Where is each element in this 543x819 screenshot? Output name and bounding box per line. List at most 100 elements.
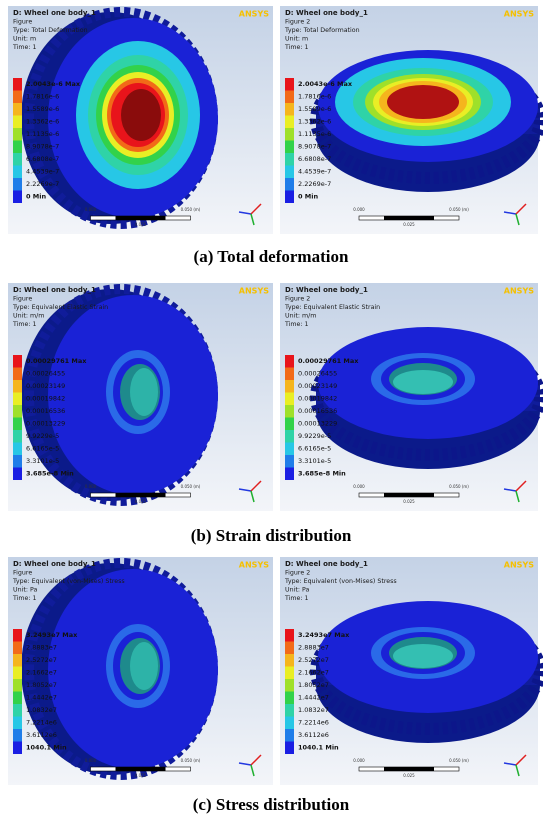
legend-label: 1.5589e-6: [26, 105, 59, 113]
header-line: Unit: Pa: [285, 587, 309, 594]
legend-swatch: [285, 717, 294, 730]
legend-label: 0.00019842: [26, 395, 65, 403]
legend-swatch: [13, 178, 22, 191]
scale-label: 0.050 (m): [449, 484, 469, 489]
legend-swatch: [285, 629, 294, 642]
hub-bore: [130, 368, 158, 416]
legend-label: 1040.1 Min: [26, 744, 67, 752]
legend-label: 4.4539e-7: [26, 168, 59, 176]
header-line: Unit: Pa: [13, 587, 37, 594]
hub-hole: [387, 85, 459, 119]
legend-label: 3.2493e7 Max: [298, 631, 350, 639]
header-line: Figure 2: [285, 296, 310, 303]
legend-swatch: [285, 128, 294, 141]
legend-swatch: [285, 468, 294, 481]
legend-label: 6.6165e-5: [298, 445, 331, 453]
legend-swatch: [13, 91, 22, 104]
header-line: Time: 1: [12, 44, 37, 51]
legend-swatch: [285, 642, 294, 655]
legend-swatch: [285, 729, 294, 742]
legend-swatch: [285, 91, 294, 104]
ansys-logo: ANSYS: [504, 10, 534, 19]
legend-swatch: [13, 742, 22, 755]
header-line: Type: Equivalent Elastic Strain: [12, 304, 108, 311]
legend-label: 2.1662e7: [298, 669, 329, 677]
header-line: Time: 1: [284, 321, 309, 328]
header-line: Type: Total Deformation: [284, 27, 360, 34]
legend-label: 6.6808e-7: [26, 155, 59, 163]
legend-label: 1.3362e-6: [26, 118, 59, 126]
header-line: Type: Total Deformation: [12, 27, 88, 34]
legend-label: 1.4442e7: [26, 694, 57, 702]
legend-swatch: [13, 368, 22, 381]
legend-swatch: [13, 116, 22, 129]
scale-bar-black: [384, 767, 434, 771]
legend-swatch: [285, 443, 294, 456]
legend-swatch: [285, 191, 294, 204]
caption: (c) Stress distribution: [193, 795, 350, 814]
legend-swatch: [285, 355, 294, 368]
legend-label: 0.00019842: [298, 395, 337, 403]
header-line: Time: 1: [284, 44, 309, 51]
scale-label: 0.025: [403, 773, 415, 778]
legend-label: 0.00013229: [26, 420, 65, 428]
legend-label: 1.8052e7: [298, 681, 329, 689]
scale-label: 0.000: [85, 758, 97, 763]
header-line: Time: 1: [12, 595, 37, 602]
scale-label: 0.000: [353, 484, 365, 489]
legend-swatch: [13, 629, 22, 642]
legend-swatch: [13, 380, 22, 393]
legend-label: 3.2493e7 Max: [26, 631, 78, 639]
legend-label: 1.7816e-6: [26, 93, 59, 101]
scale-label: 0.025: [403, 499, 415, 504]
legend-swatch: [13, 128, 22, 141]
legend-label: 2.5272e7: [26, 656, 57, 664]
header-line: D: Wheel one body_1: [285, 560, 368, 568]
legend-label: 1.0832e7: [26, 706, 57, 714]
header-line: Unit: m: [285, 36, 308, 43]
legend-label: 0.00016536: [26, 407, 65, 415]
scale-label: 0.050 (m): [181, 758, 201, 763]
scale-bar-black: [116, 216, 166, 220]
scale-label: 0.050 (m): [449, 207, 469, 212]
legend-label: 8.9078e-7: [26, 143, 59, 151]
header-line: Figure: [13, 296, 32, 303]
hub-hole: [121, 89, 161, 141]
header-line: D: Wheel one body_1: [13, 560, 96, 568]
legend-swatch: [285, 430, 294, 443]
legend-swatch: [13, 405, 22, 418]
header-line: Figure 2: [285, 570, 310, 577]
hub-bore: [393, 644, 453, 668]
header-line: Unit: m/m: [285, 313, 316, 320]
figure: (a) Total deformation D: Wheel one body_1…: [0, 0, 543, 819]
legend-label: 0.00026455: [298, 370, 337, 378]
legend-label: 7.2214e6: [298, 719, 329, 727]
legend-label: 1.3362e-6: [298, 118, 331, 126]
legend-swatch: [13, 191, 22, 204]
legend-label: 0.00013229: [298, 420, 337, 428]
legend-swatch: [13, 443, 22, 456]
legend-swatch: [285, 418, 294, 431]
hub-bore: [130, 642, 158, 690]
scale-label: 0.025: [403, 222, 415, 227]
legend-swatch: [285, 692, 294, 705]
legend-label: 2.8883e7: [298, 644, 329, 652]
scale-bar-black: [384, 216, 434, 220]
header-line: Unit: m: [13, 36, 36, 43]
legend-label: 1040.1 Min: [298, 744, 339, 752]
legend-label: 1.4442e7: [298, 694, 329, 702]
legend-label: 0.00029761 Max: [298, 357, 359, 365]
legend-swatch: [285, 166, 294, 179]
caption: (a) Total deformation: [194, 247, 349, 266]
hub-bore: [393, 370, 453, 394]
header-line: Type: Equivalent Elastic Strain: [284, 304, 380, 311]
scale-bar-black: [116, 767, 166, 771]
scale-label: 0.050 (m): [181, 484, 201, 489]
legend-swatch: [13, 355, 22, 368]
legend-swatch: [13, 679, 22, 692]
legend-swatch: [285, 704, 294, 717]
legend-label: 1.1135e-6: [298, 130, 331, 138]
legend-label: 0.00026455: [26, 370, 65, 378]
legend-swatch: [13, 141, 22, 154]
legend-swatch: [13, 642, 22, 655]
